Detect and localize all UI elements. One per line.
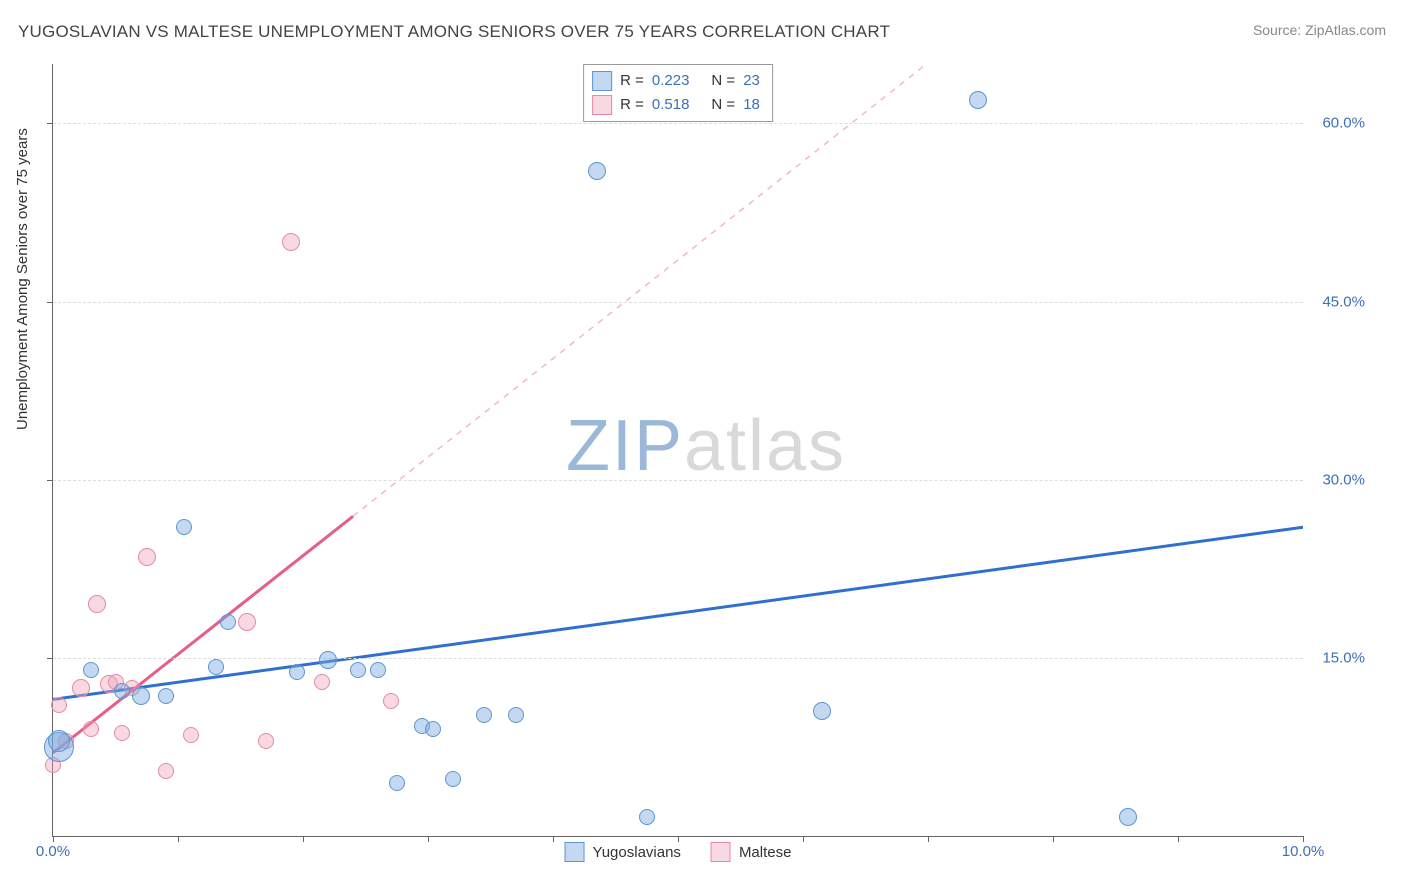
x-tick bbox=[428, 836, 429, 842]
stats-row-1: R = 0.223 N = 23 bbox=[592, 69, 760, 93]
data-point bbox=[445, 771, 461, 787]
n-value-1: 23 bbox=[743, 69, 760, 93]
data-point bbox=[48, 730, 70, 752]
data-point bbox=[83, 662, 99, 678]
x-tick-label: 10.0% bbox=[1282, 843, 1325, 860]
data-point bbox=[183, 727, 199, 743]
data-point bbox=[508, 707, 524, 723]
y-tick-label: 30.0% bbox=[1322, 471, 1365, 488]
x-tick bbox=[303, 836, 304, 842]
swatch-pink-icon bbox=[592, 95, 612, 115]
data-point bbox=[588, 162, 606, 180]
swatch-blue-icon bbox=[592, 71, 612, 91]
x-tick bbox=[1053, 836, 1054, 842]
gridline bbox=[53, 480, 1303, 481]
source-attribution: Source: ZipAtlas.com bbox=[1253, 22, 1386, 38]
data-point bbox=[88, 595, 106, 613]
x-tick bbox=[803, 836, 804, 842]
data-point bbox=[220, 614, 236, 630]
data-point bbox=[114, 683, 130, 699]
data-point bbox=[114, 725, 130, 741]
x-tick-label: 0.0% bbox=[36, 843, 70, 860]
y-axis-label: Unemployment Among Seniors over 75 years bbox=[14, 128, 31, 430]
series-legend: Yugoslavians Maltese bbox=[565, 842, 792, 862]
data-point bbox=[132, 687, 150, 705]
y-tick-label: 45.0% bbox=[1322, 293, 1365, 310]
data-point bbox=[319, 651, 337, 669]
x-tick bbox=[178, 836, 179, 842]
gridline bbox=[53, 123, 1303, 124]
data-point bbox=[83, 721, 99, 737]
data-point bbox=[51, 697, 67, 713]
n-value-2: 18 bbox=[743, 93, 760, 117]
data-point bbox=[314, 674, 330, 690]
data-point bbox=[383, 693, 399, 709]
data-point bbox=[370, 662, 386, 678]
r-value-2: 0.518 bbox=[652, 93, 690, 117]
x-tick bbox=[928, 836, 929, 842]
data-point bbox=[476, 707, 492, 723]
legend-item-maltese: Maltese bbox=[711, 842, 792, 862]
data-point bbox=[158, 763, 174, 779]
gridline bbox=[53, 658, 1303, 659]
x-tick bbox=[1178, 836, 1179, 842]
chart-title: YUGOSLAVIAN VS MALTESE UNEMPLOYMENT AMON… bbox=[18, 22, 890, 42]
data-point bbox=[138, 548, 156, 566]
x-tick bbox=[1303, 836, 1304, 842]
trendlines-svg bbox=[53, 64, 1303, 836]
data-point bbox=[425, 721, 441, 737]
data-point bbox=[158, 688, 174, 704]
y-tick-label: 15.0% bbox=[1322, 649, 1365, 666]
data-point bbox=[969, 91, 987, 109]
x-tick bbox=[53, 836, 54, 842]
x-tick bbox=[553, 836, 554, 842]
data-point bbox=[238, 613, 256, 631]
data-point bbox=[72, 679, 90, 697]
data-point bbox=[813, 702, 831, 720]
legend-item-yugoslavians: Yugoslavians bbox=[565, 842, 681, 862]
scatter-plot-area: ZIPatlas R = 0.223 N = 23 R = 0.518 N = … bbox=[52, 64, 1303, 837]
data-point bbox=[282, 233, 300, 251]
swatch-blue-icon bbox=[565, 842, 585, 862]
data-point bbox=[208, 659, 224, 675]
data-point bbox=[350, 662, 366, 678]
data-point bbox=[289, 664, 305, 680]
y-tick bbox=[47, 302, 53, 303]
data-point bbox=[176, 519, 192, 535]
data-point bbox=[639, 809, 655, 825]
data-point bbox=[389, 775, 405, 791]
stats-legend-box: R = 0.223 N = 23 R = 0.518 N = 18 bbox=[583, 64, 773, 122]
y-tick bbox=[47, 123, 53, 124]
watermark: ZIPatlas bbox=[566, 405, 846, 487]
data-point bbox=[258, 733, 274, 749]
y-tick bbox=[47, 480, 53, 481]
x-tick bbox=[678, 836, 679, 842]
stats-row-2: R = 0.518 N = 18 bbox=[592, 93, 760, 117]
y-tick-label: 60.0% bbox=[1322, 115, 1365, 132]
r-value-1: 0.223 bbox=[652, 69, 690, 93]
data-point bbox=[1119, 808, 1137, 826]
gridline bbox=[53, 302, 1303, 303]
y-tick bbox=[47, 658, 53, 659]
swatch-pink-icon bbox=[711, 842, 731, 862]
